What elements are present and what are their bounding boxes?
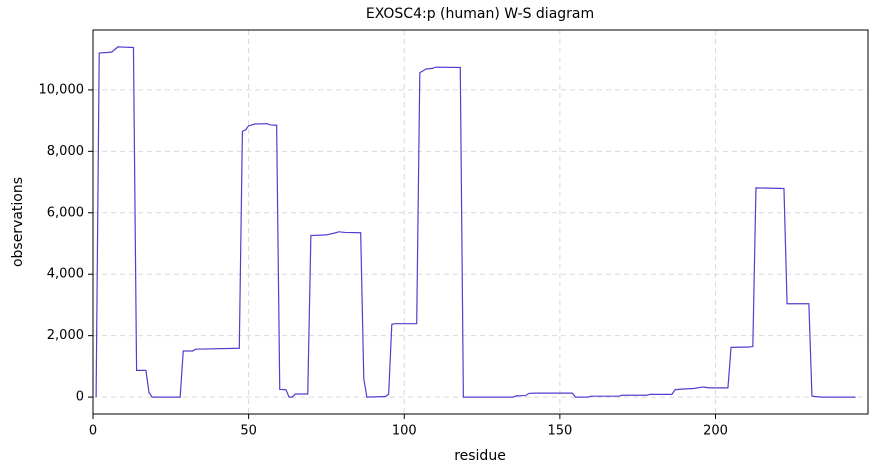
y-tick-label: 4,000 [47, 267, 84, 282]
data-line [95, 46, 856, 398]
y-tick-label: 0 [76, 390, 84, 405]
y-tick-label: 8,000 [47, 144, 84, 159]
x-tick-label: 50 [240, 424, 257, 439]
x-tick-label: 0 [89, 424, 97, 439]
y-tick-label: 6,000 [47, 205, 84, 220]
x-tick-label: 100 [392, 424, 417, 439]
x-axis-label: residue [454, 448, 506, 464]
y-axis-label: observations [10, 177, 26, 267]
y-tick-label: 10,000 [39, 82, 85, 97]
x-tick-label: 150 [547, 424, 572, 439]
plot-frame [92, 29, 869, 415]
x-tick-label: 200 [703, 424, 728, 439]
y-tick-label: 2,000 [47, 328, 84, 343]
chart-title: EXOSC4:p (human) W-S diagram [366, 6, 594, 22]
